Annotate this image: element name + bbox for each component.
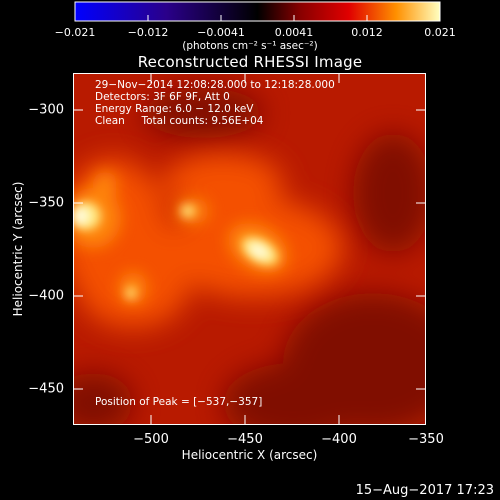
y-tick-label: −450: [28, 381, 64, 397]
y-axis-label: Heliocentric Y (arcsec): [11, 181, 25, 317]
colorbar-unit: (photons cm⁻² s⁻¹ asec⁻²): [182, 40, 318, 52]
info-peak-position: Position of Peak = [−537,−357]: [95, 396, 263, 408]
x-tick-label: −350: [408, 432, 444, 447]
timestamp: 15−Aug−2017 17:23: [355, 483, 494, 498]
colorbar: [74, 1, 441, 22]
colorbar-tick: 0.012: [351, 26, 383, 39]
colorbar-tick: 0.021: [424, 26, 456, 39]
colorbar-tick: −0.0041: [197, 26, 245, 39]
x-axis-label: Heliocentric X (arcsec): [181, 448, 318, 462]
x-tick-label: −450: [227, 432, 263, 447]
rhessi-image: [73, 73, 426, 425]
y-tick-label: −350: [28, 195, 64, 211]
info-clean-counts: Clean Total counts: 9.56E+04: [95, 115, 264, 127]
colorbar-tick: −0.012: [127, 26, 169, 39]
y-tick-label: −300: [28, 102, 64, 118]
info-energy-range: Energy Range: 6.0 − 12.0 keV: [95, 103, 254, 115]
image-title: Reconstructed RHESSI Image: [137, 53, 363, 71]
x-tick-label: −500: [133, 432, 169, 447]
info-detectors: Detectors: 3F 6F 9F, Att 0: [95, 91, 230, 103]
colorbar-tick: −0.021: [54, 26, 96, 39]
x-tick-label: −400: [321, 432, 357, 447]
info-time-range: 29−Nov−2014 12:08:28.000 to 12:18:28.000: [95, 79, 335, 91]
y-tick-label: −400: [28, 288, 64, 304]
colorbar-tick: 0.0041: [274, 26, 314, 39]
